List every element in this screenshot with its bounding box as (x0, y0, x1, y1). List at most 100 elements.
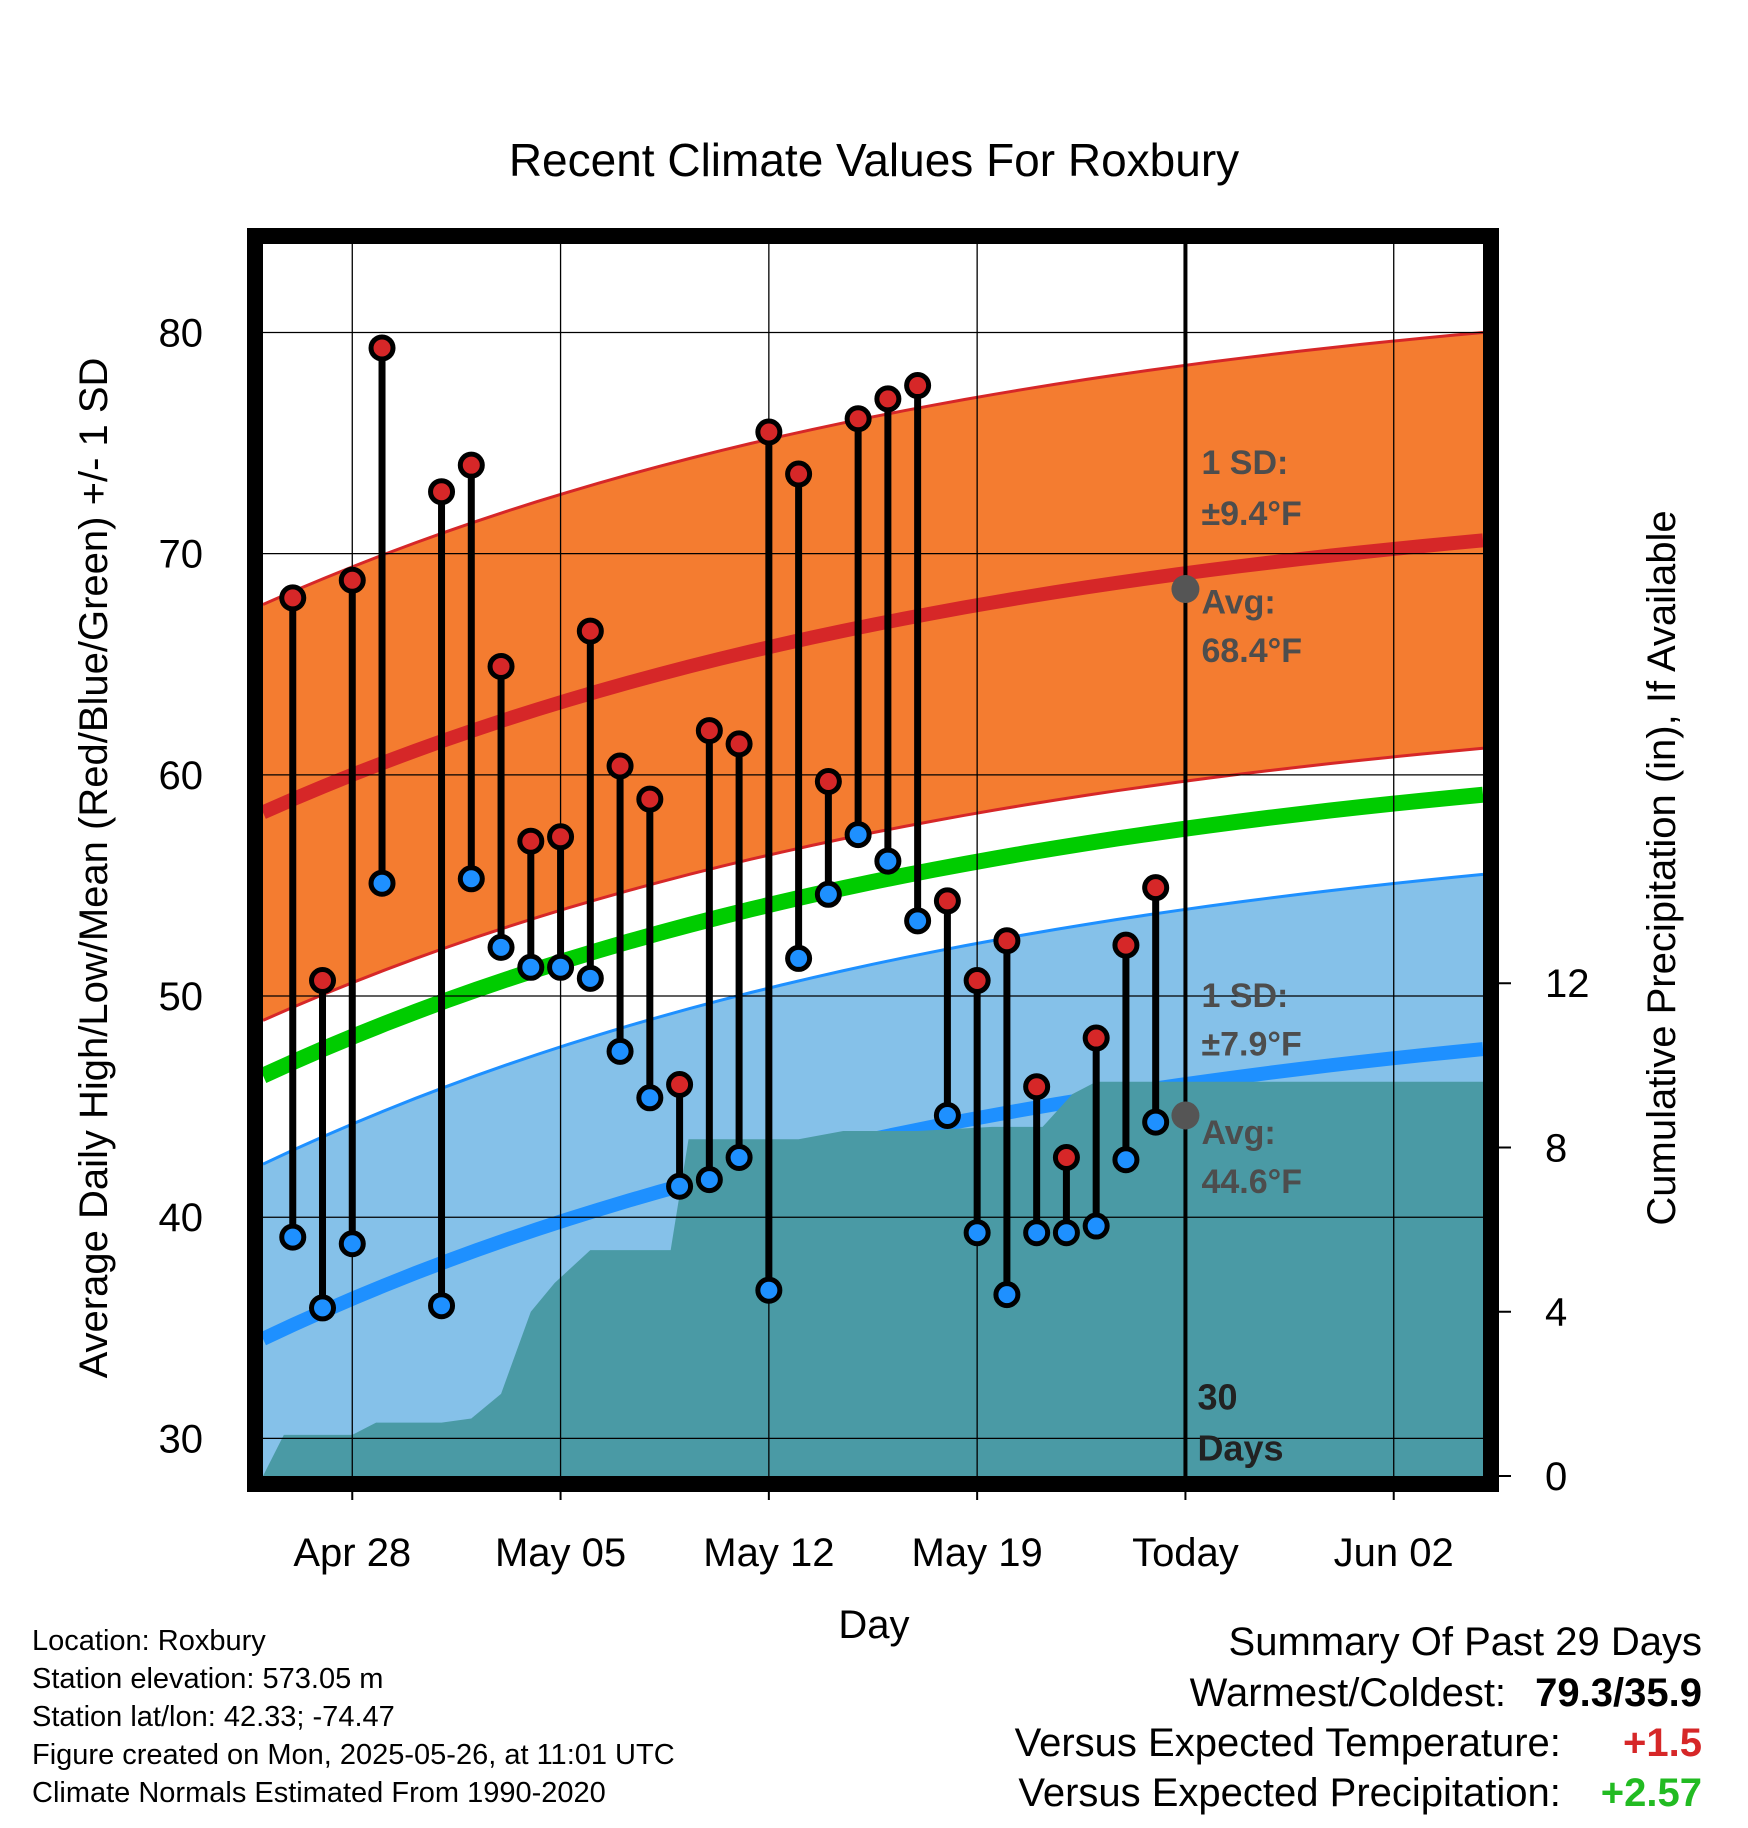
high-sd-label: 1 SD: (1201, 444, 1288, 482)
y-tick-label: 60 (159, 754, 204, 798)
summary-panel: Summary Of Past 29 Days Warmest/Coldest:… (1015, 1616, 1702, 1818)
daily-high-point (279, 584, 307, 612)
plot-area: 1 SD: ±9.4°F Avg: 68.4°F 1 SD: ±7.9°F Avg: 44.6… (159, 228, 1590, 1575)
low-avg-label: Avg: (1201, 1114, 1275, 1152)
daily-high-point (368, 334, 396, 362)
y2-axis-label: Cumulative Precipitation (in), If Availa… (1640, 510, 1684, 1225)
high-band (263, 332, 1483, 1021)
daily-low-point (725, 1143, 753, 1171)
daily-low-point (993, 1281, 1021, 1309)
daily-high-point (755, 418, 783, 446)
daily-low-point (1142, 1108, 1170, 1136)
high-avg-label: Avg: (1201, 583, 1275, 621)
x-tick-label: Today (1132, 1531, 1239, 1575)
x-tick-label: Apr 28 (293, 1531, 411, 1575)
daily-low-point (547, 953, 575, 981)
daily-high-point (428, 478, 456, 506)
station-info: Location: Roxbury Station elevation: 573… (32, 1622, 675, 1812)
daily-low-point (309, 1294, 337, 1322)
daily-low-point (457, 865, 485, 893)
daily-low-point (428, 1292, 456, 1320)
daily-low-point (606, 1037, 634, 1065)
chart-title: Recent Climate Values For Roxbury (509, 134, 1239, 186)
daily-high-point (814, 767, 842, 795)
daily-high-point (785, 460, 813, 488)
daily-low-point (576, 964, 604, 992)
daily-low-point (933, 1101, 961, 1129)
plot-frame (247, 228, 1499, 1492)
daily-high-point (993, 927, 1021, 955)
daily-low-point (487, 933, 515, 961)
precip-anomaly-value: +2.57 (1600, 1771, 1702, 1815)
daily-low-point (338, 1230, 366, 1258)
elevation-text: Station elevation: 573.05 m (32, 1663, 384, 1695)
daily-high-point (487, 652, 515, 680)
daily-high-point (309, 967, 337, 995)
y-tick-label: 80 (159, 311, 204, 355)
summary-heading: Summary Of Past 29 Days (1228, 1620, 1702, 1664)
mean-normal-line (263, 786, 1483, 1083)
location-text: Location: Roxbury (32, 1625, 266, 1657)
daily-low-point (368, 869, 396, 897)
daily-high-point (725, 730, 753, 758)
temp-anomaly-label: Versus Expected Temperature: (1014, 1721, 1561, 1765)
window-days-unit: Days (1197, 1428, 1283, 1469)
high-avg-value: 68.4°F (1201, 632, 1302, 670)
daily-high-point (338, 566, 366, 594)
daily-high-point (547, 823, 575, 851)
latlon-text: Station lat/lon: 42.33; -74.47 (32, 1701, 395, 1733)
high-sd-value: ±9.4°F (1201, 495, 1301, 533)
daily-low-point (814, 880, 842, 908)
daily-high-point (666, 1071, 694, 1099)
daily-low-point (755, 1276, 783, 1304)
daily-low-point (1082, 1212, 1110, 1240)
daily-high-point (695, 717, 723, 745)
x-tick-label: May 12 (703, 1531, 834, 1575)
today-high-avg-marker (1171, 575, 1200, 604)
low-avg-value: 44.6°F (1201, 1163, 1302, 1201)
daily-high-point (1023, 1073, 1051, 1101)
daily-high-point (606, 752, 634, 780)
x-axis-label: Day (838, 1603, 909, 1647)
daily-low-point (785, 944, 813, 972)
daily-low-point (666, 1172, 694, 1200)
high-band-lower-edge (263, 746, 1483, 1022)
daily-low-point (695, 1166, 723, 1194)
y-tick-label: 70 (159, 533, 204, 577)
daily-high-point (1112, 931, 1140, 959)
daily-low-point (636, 1084, 664, 1112)
y-tick-label: 30 (159, 1417, 204, 1461)
precip-anomaly-label: Versus Expected Precipitation: (1018, 1771, 1561, 1815)
daily-high-point (963, 967, 991, 995)
daily-high-point (1142, 874, 1170, 902)
daily-high-point (904, 372, 932, 400)
high-normal-line (263, 533, 1483, 819)
daily-low-point (1023, 1219, 1051, 1247)
y2-tick-label: 12 (1545, 962, 1590, 1006)
y2-tick-label: 4 (1545, 1291, 1567, 1335)
window-days-number: 30 (1197, 1377, 1237, 1418)
precip-area (263, 1081, 1483, 1476)
low-band-upper-edge (263, 872, 1483, 1166)
y-axis-label: Average Daily High/Low/Mean (Red/Blue/Gr… (72, 358, 116, 1379)
low-sd-label: 1 SD: (1201, 977, 1288, 1015)
low-sd-value: ±7.9°F (1201, 1026, 1301, 1064)
warmest-label: Warmest/Coldest: (1189, 1671, 1507, 1715)
daily-low-point (517, 953, 545, 981)
x-tick-label: Jun 02 (1334, 1531, 1454, 1575)
x-tick-label: May 05 (495, 1531, 626, 1575)
created-text: Figure created on Mon, 2025-05-26, at 11… (32, 1739, 675, 1771)
daily-low-point (844, 821, 872, 849)
daily-low-point (279, 1223, 307, 1251)
x-tick-label: May 19 (912, 1531, 1043, 1575)
temp-anomaly-value: +1.5 (1623, 1721, 1702, 1765)
daily-high-point (933, 887, 961, 915)
daily-high-point (1082, 1024, 1110, 1052)
daily-high-point (874, 385, 902, 413)
warmest-value: 79.3/35.9 (1535, 1671, 1702, 1715)
daily-high-point (1052, 1143, 1080, 1171)
daily-low-point (874, 847, 902, 875)
y-tick-label: 50 (159, 975, 204, 1019)
daily-low-point (963, 1219, 991, 1247)
daily-low-point (1052, 1219, 1080, 1247)
